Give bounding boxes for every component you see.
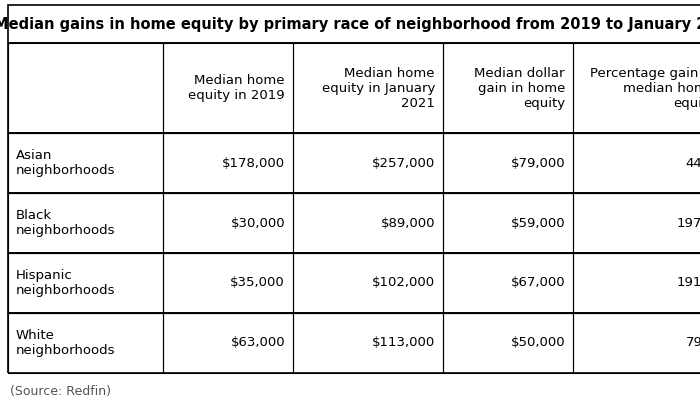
Bar xyxy=(8,193,700,253)
Bar xyxy=(443,313,573,373)
Bar xyxy=(443,193,573,253)
Bar xyxy=(163,43,293,133)
Bar xyxy=(8,133,700,193)
Bar xyxy=(293,193,443,253)
Bar xyxy=(573,43,700,133)
Text: 191%: 191% xyxy=(677,277,700,290)
Text: $63,000: $63,000 xyxy=(230,336,285,349)
Text: Median gains in home equity by primary race of neighborhood from 2019 to January: Median gains in home equity by primary r… xyxy=(0,16,700,31)
Text: $178,000: $178,000 xyxy=(222,157,285,170)
Text: Median home
equity in January
2021: Median home equity in January 2021 xyxy=(321,67,435,109)
Bar xyxy=(573,253,700,313)
Bar xyxy=(573,133,700,193)
Text: $79,000: $79,000 xyxy=(510,157,565,170)
Bar xyxy=(293,313,443,373)
Bar xyxy=(8,253,700,313)
Text: Hispanic
neighborhoods: Hispanic neighborhoods xyxy=(16,269,116,297)
Bar xyxy=(293,253,443,313)
Text: $113,000: $113,000 xyxy=(372,336,435,349)
Bar xyxy=(573,313,700,373)
Bar xyxy=(8,313,700,373)
Text: Median home
equity in 2019: Median home equity in 2019 xyxy=(188,74,285,102)
Bar xyxy=(8,193,163,253)
Text: 79%: 79% xyxy=(685,336,700,349)
Bar xyxy=(163,313,293,373)
Text: 44%: 44% xyxy=(685,157,700,170)
Text: Median dollar
gain in home
equity: Median dollar gain in home equity xyxy=(475,67,565,109)
Text: 197%: 197% xyxy=(677,217,700,230)
Bar xyxy=(8,43,700,133)
Bar xyxy=(443,253,573,313)
Bar xyxy=(163,133,293,193)
Bar xyxy=(163,253,293,313)
Text: $30,000: $30,000 xyxy=(230,217,285,230)
Text: White
neighborhoods: White neighborhoods xyxy=(16,329,116,357)
Text: $35,000: $35,000 xyxy=(230,277,285,290)
Bar xyxy=(8,253,163,313)
Bar xyxy=(443,43,573,133)
Bar xyxy=(8,133,163,193)
Bar xyxy=(293,133,443,193)
Bar xyxy=(573,193,700,253)
Text: (Source: Redfin): (Source: Redfin) xyxy=(10,385,111,398)
Bar xyxy=(293,43,443,133)
Text: Percentage gain in
median home
equity: Percentage gain in median home equity xyxy=(590,67,700,109)
Text: $89,000: $89,000 xyxy=(381,217,435,230)
Bar xyxy=(443,133,573,193)
Text: $102,000: $102,000 xyxy=(372,277,435,290)
Text: $257,000: $257,000 xyxy=(372,157,435,170)
Text: $67,000: $67,000 xyxy=(510,277,565,290)
Bar xyxy=(8,43,163,133)
Text: $59,000: $59,000 xyxy=(510,217,565,230)
Text: Black
neighborhoods: Black neighborhoods xyxy=(16,209,116,237)
Bar xyxy=(8,5,700,43)
Bar xyxy=(163,193,293,253)
Text: $50,000: $50,000 xyxy=(510,336,565,349)
Text: Asian
neighborhoods: Asian neighborhoods xyxy=(16,149,116,177)
Bar xyxy=(8,313,163,373)
